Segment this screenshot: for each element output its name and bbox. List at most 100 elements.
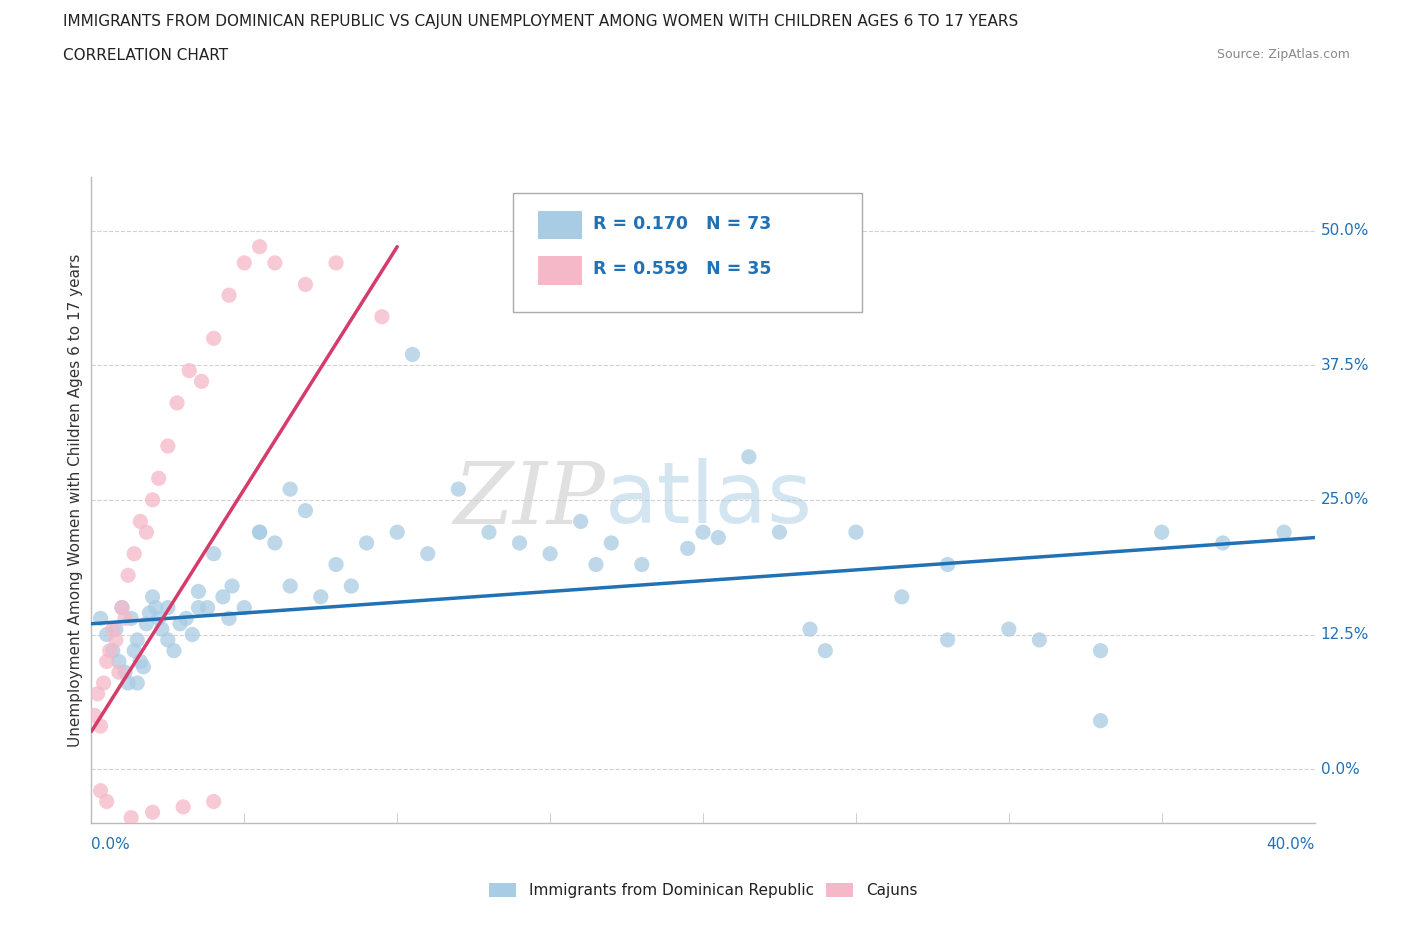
Point [127,632,149,647]
Point [101,622,124,637]
Point [96,794,118,809]
Point [138,605,160,620]
Point [108,665,131,680]
Point [264,256,287,271]
Point [371,310,394,325]
Point [249,525,271,539]
Point [814,644,837,658]
Text: atlas: atlas [605,458,813,541]
Point [707,530,730,545]
Point [156,600,179,615]
Point [249,525,271,539]
Point [129,654,152,669]
Point [141,804,163,819]
Point [212,590,235,604]
Point [122,546,145,561]
Text: CORRELATION CHART: CORRELATION CHART [63,48,228,63]
Text: IMMIGRANTS FROM DOMINICAN REPUBLIC VS CAJUN UNEMPLOYMENT AMONG WOMEN WITH CHILDR: IMMIGRANTS FROM DOMINICAN REPUBLIC VS CA… [63,14,1018,29]
Point [401,347,423,362]
FancyBboxPatch shape [538,256,582,285]
Legend: Immigrants from Dominican Republic, Cajuns: Immigrants from Dominican Republic, Caju… [484,879,922,903]
Point [325,256,347,271]
Point [294,277,316,292]
Point [233,256,256,271]
Point [187,584,209,599]
Point [1090,644,1112,658]
Point [1212,536,1234,551]
Text: Source: ZipAtlas.com: Source: ZipAtlas.com [1216,48,1350,61]
Point [187,600,209,615]
Point [1090,713,1112,728]
Point [108,654,131,669]
Point [174,611,197,626]
Point [111,600,134,615]
Text: 12.5%: 12.5% [1320,627,1369,642]
Point [221,578,243,593]
Point [145,600,167,615]
Point [600,536,623,551]
Point [169,617,191,631]
Point [129,514,152,529]
Point [135,617,157,631]
Point [90,719,112,734]
Point [692,525,714,539]
Point [111,600,134,615]
Point [141,590,163,604]
Point [936,557,959,572]
Point [1150,525,1173,539]
Point [148,471,170,485]
Point [356,536,378,551]
Point [233,600,256,615]
Point [93,675,115,690]
Point [309,590,332,604]
Point [202,546,225,561]
Point [86,686,108,701]
Point [122,644,145,658]
Point [96,627,118,642]
Point [585,557,607,572]
Point [83,708,105,723]
Point [249,239,271,254]
Point [96,654,118,669]
Point [478,525,501,539]
Point [340,578,363,593]
Point [278,578,301,593]
Point [998,622,1021,637]
Point [202,794,225,809]
Point [738,449,761,464]
Point [569,514,592,529]
Point [936,632,959,647]
Text: R = 0.170   N = 73: R = 0.170 N = 73 [593,215,770,232]
Point [172,800,194,815]
Point [156,632,179,647]
Point [447,482,470,497]
Text: 25.0%: 25.0% [1320,492,1369,508]
Point [114,611,136,626]
Point [197,600,219,615]
Point [509,536,531,551]
Text: 50.0%: 50.0% [1320,223,1369,238]
Point [278,482,301,497]
Point [98,644,121,658]
Point [1028,632,1050,647]
Point [104,632,127,647]
FancyBboxPatch shape [538,211,582,239]
Point [845,525,868,539]
Point [294,503,316,518]
Point [90,611,112,626]
Point [190,374,212,389]
Point [163,644,186,658]
Point [148,611,170,626]
Point [202,331,225,346]
Point [385,525,409,539]
Point [264,536,287,551]
Text: 0.0%: 0.0% [91,837,131,852]
Point [117,675,139,690]
Point [132,659,155,674]
Point [150,622,173,637]
Point [141,493,163,508]
Point [631,557,654,572]
Point [181,627,204,642]
Point [120,810,142,825]
Point [120,611,142,626]
